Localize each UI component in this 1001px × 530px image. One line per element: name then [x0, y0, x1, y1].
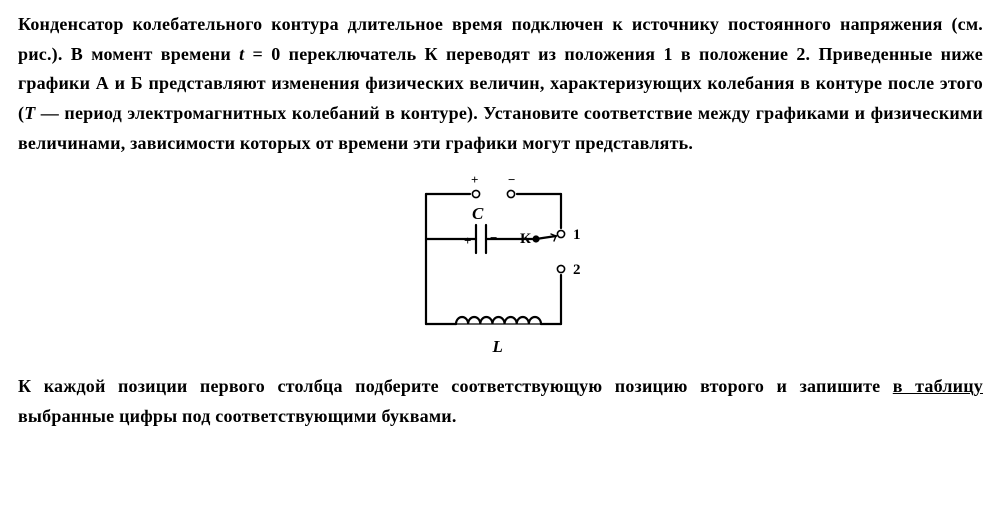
problem-text-1: Конденсатор колебательного контура длите… — [18, 10, 983, 158]
physics-problem-page: Конденсатор колебательного контура длите… — [0, 0, 1001, 448]
svg-text:+: + — [464, 233, 472, 248]
svg-text:К: К — [520, 231, 531, 247]
circuit-figure: +−+−CК12L — [18, 164, 983, 364]
svg-text:C: C — [472, 204, 484, 223]
svg-text:L: L — [491, 337, 503, 356]
svg-text:+: + — [471, 172, 479, 187]
problem-text-2: К каждой позиции первого столбца подбери… — [18, 372, 983, 431]
svg-text:−: − — [508, 172, 516, 187]
circuit-diagram: +−+−CК12L — [386, 164, 616, 364]
svg-text:−: − — [490, 230, 498, 245]
svg-text:2: 2 — [573, 262, 581, 278]
svg-text:1: 1 — [573, 227, 581, 243]
